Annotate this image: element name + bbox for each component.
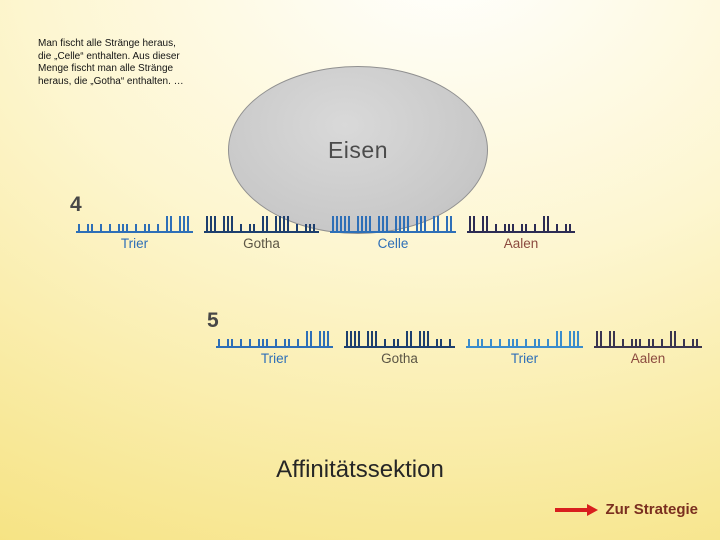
strand-group: Trier (216, 330, 333, 366)
strand-group: Trier (76, 215, 193, 251)
note-line: die „Celle“ enthalten. Aus dieser (38, 50, 180, 62)
strand-group: Aalen (594, 330, 702, 366)
city-label: Trier (510, 351, 539, 366)
bubble-label: Eisen (327, 136, 389, 163)
dna-barcode (204, 215, 319, 233)
strategy-label[interactable]: Zur Strategie (605, 501, 698, 518)
city-label: Celle (377, 236, 409, 251)
arrow-head (587, 503, 599, 516)
strand-group: Trier (466, 330, 583, 366)
city-label: Aalen (630, 351, 666, 366)
city-label: Aalen (503, 236, 539, 251)
note-line: Man fischt alle Stränge heraus, (38, 38, 176, 49)
dna-barcode (344, 330, 455, 348)
row-4-number: 4 (70, 193, 82, 216)
instruction-note: Man fischt alle Stränge heraus, die „Cel… (38, 38, 233, 88)
city-label: Trier (260, 351, 289, 366)
eisen-bubble: Eisen (228, 66, 488, 234)
arrow-shaft (555, 507, 588, 512)
dna-barcode (466, 330, 583, 348)
city-label: Gotha (243, 236, 280, 251)
city-label: Trier (120, 236, 149, 251)
strategy-link[interactable]: Zur Strategie (555, 501, 698, 518)
strand-group: Gotha (204, 215, 319, 251)
dna-barcode (76, 215, 193, 233)
dna-barcode (594, 330, 702, 348)
strand-row-5: Trier Gotha Trier Aalen (216, 330, 702, 366)
dna-barcode (467, 215, 575, 233)
note-line: heraus, die „Gotha“ enthalten. … (38, 75, 184, 87)
strand-group: Celle (330, 215, 456, 251)
strand-row-4: Trier Gotha Celle Aalen (76, 215, 575, 251)
city-label: Gotha (381, 351, 418, 366)
dna-barcode (330, 215, 456, 233)
strand-group: Gotha (344, 330, 455, 366)
strand-group: Aalen (467, 215, 575, 251)
section-title: Affinitätssektion (276, 456, 444, 483)
dna-barcode (216, 330, 333, 348)
note-line: Menge fischt man alle Stränge (38, 63, 174, 74)
row-5-number: 5 (207, 309, 219, 332)
right-arrow-icon (555, 503, 599, 516)
